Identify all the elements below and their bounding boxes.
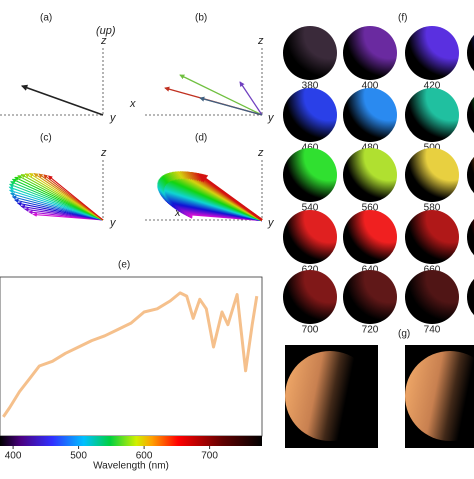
color-swatch: [283, 26, 337, 80]
swatch-label: 380: [302, 81, 319, 92]
axis-label: z: [100, 147, 107, 159]
axis-label: y: [267, 112, 275, 124]
swatch-label: 740: [424, 325, 441, 336]
spectrum-line: [2, 291, 259, 418]
color-swatch: [343, 148, 397, 202]
swatch-label: 560: [362, 203, 379, 214]
axis-label: z: [100, 35, 107, 47]
arrows: [156, 171, 263, 222]
color-swatch: [405, 88, 459, 142]
panel-label: (c): [40, 133, 52, 144]
swatch-grid: 3804004204604805005405605806206406607007…: [283, 26, 474, 336]
axis-label: y: [267, 217, 275, 229]
color-swatch: [283, 210, 337, 264]
swatch-label: 580: [424, 203, 441, 214]
panel-label: (g): [398, 329, 410, 340]
planet: [405, 351, 474, 441]
color-swatch: [405, 26, 459, 80]
color-swatch: [343, 26, 397, 80]
plot-frame: [0, 276, 263, 437]
color-swatch: [343, 88, 397, 142]
arrows: [164, 74, 263, 116]
arrow: [47, 175, 104, 221]
color-swatch: [467, 34, 474, 72]
axis-label: z: [257, 147, 264, 159]
x-tick-label: 500: [70, 451, 87, 462]
color-swatch: [405, 210, 459, 264]
panel-label: (e): [118, 260, 130, 271]
color-swatch: [405, 148, 459, 202]
swatch-label: 540: [302, 203, 319, 214]
axis-note: (up): [96, 25, 116, 37]
axis-label: y: [109, 217, 117, 229]
color-swatch: [343, 210, 397, 264]
x-tick-label: 600: [136, 451, 153, 462]
x-tick-label: 400: [5, 451, 22, 462]
color-swatch: [283, 88, 337, 142]
color-swatch: [467, 156, 474, 194]
color-swatch: [283, 148, 337, 202]
panel-label: (f): [398, 13, 407, 24]
panel-label: (a): [40, 13, 52, 24]
color-swatch: [467, 278, 474, 316]
color-swatch: [405, 270, 459, 324]
color-bar: [0, 436, 262, 446]
color-swatch: [283, 270, 337, 324]
swatch-label: 400: [362, 81, 379, 92]
x-axis-label: Wavelength (nm): [93, 461, 169, 472]
axis-label: z: [257, 35, 264, 47]
arrow: [198, 173, 263, 221]
arrow: [20, 84, 104, 116]
x-tick-label: 700: [201, 451, 218, 462]
arrows: [8, 172, 104, 221]
plot: 400 500 600 700: [2, 291, 259, 462]
swatch-label: 420: [424, 81, 441, 92]
panel-label: (b): [195, 13, 207, 24]
panel-label: (d): [195, 133, 207, 144]
axis-label: x: [129, 98, 136, 110]
swatch-label: 700: [302, 325, 319, 336]
axis-label: y: [109, 112, 117, 124]
swatch-label: 720: [362, 325, 379, 336]
color-swatch: [467, 218, 474, 256]
color-swatch: [467, 96, 474, 134]
color-swatch: [343, 270, 397, 324]
planet: [285, 351, 375, 441]
